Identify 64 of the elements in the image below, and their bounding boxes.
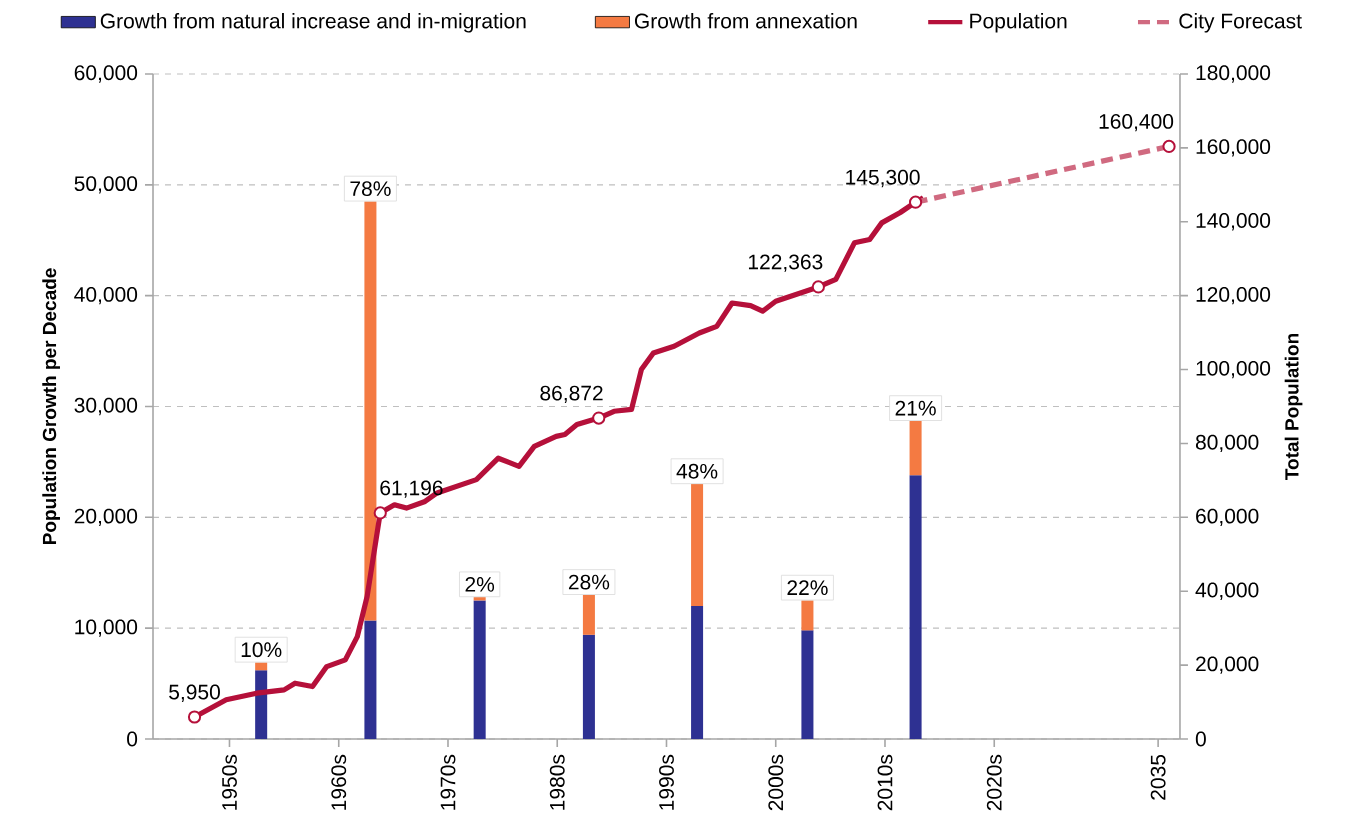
y-tick-label: 50,000	[74, 176, 138, 194]
bar	[582, 594, 595, 635]
x-tick-label: 2010s	[877, 754, 893, 811]
bar	[909, 420, 922, 476]
y2-tick-label: 120,000	[1196, 286, 1271, 305]
y2-tick-label: 160,000	[1196, 139, 1271, 157]
y2-tick-label: 40,000	[1195, 582, 1259, 600]
annotation: 10%	[241, 642, 282, 658]
y2-tick-label: 20,000	[1196, 656, 1259, 674]
y2-tick-label: 100,000	[1196, 360, 1271, 379]
data-label: 122,363	[748, 254, 823, 272]
y-tick-label: 30,000	[74, 397, 138, 416]
point	[811, 280, 825, 294]
data-label: 160,400	[1099, 114, 1174, 132]
y-tick-label: 20,000	[74, 508, 138, 527]
y2-tick-label: 60,000	[1196, 508, 1259, 527]
bar	[364, 620, 377, 739]
data-label: 5,950	[169, 684, 220, 702]
data-label: 61,196	[380, 480, 443, 498]
bar	[691, 605, 704, 739]
annotation: 48%	[676, 463, 718, 479]
bar	[801, 600, 814, 631]
data-label: 145,300	[846, 169, 920, 188]
x-tick-label: 1990s	[659, 754, 674, 810]
bar	[473, 600, 486, 739]
x-tick-label: 2020s	[986, 754, 1002, 811]
y-tick-label: 10,000	[75, 619, 138, 637]
x-tick-label: 1970s	[440, 754, 456, 810]
legend-label: Growth from annexation	[634, 13, 857, 29]
bar	[691, 484, 704, 606]
x-tick-label: 1950s	[222, 754, 237, 810]
y2-tick-label: 80,000	[1195, 434, 1259, 453]
bar	[364, 201, 377, 621]
y2-tick-label: 140,000	[1196, 213, 1271, 231]
legend-label: City Forecast	[1179, 13, 1302, 33]
bar	[582, 634, 595, 739]
bar	[801, 630, 814, 739]
point	[187, 710, 202, 724]
annotation: 22%	[787, 580, 828, 596]
annotation: 21%	[895, 400, 936, 416]
y2-tick-label: 180,000	[1196, 65, 1271, 83]
point	[592, 411, 606, 425]
y-tick-label: 60,000	[74, 65, 138, 83]
legend-label: Population	[970, 13, 1067, 33]
point	[373, 506, 387, 520]
y2-axis-title: Total Population	[1284, 333, 1303, 480]
data-label: 86,872	[540, 385, 603, 403]
x-tick-label: 1980s	[549, 754, 565, 810]
annotation: 78%	[350, 181, 391, 197]
bar	[473, 597, 486, 601]
x-tick-label: 2035	[1150, 754, 1166, 800]
y-axis-title: Population Growth per Decade	[42, 268, 60, 545]
point	[908, 195, 923, 209]
bar	[909, 475, 922, 739]
bar	[255, 670, 268, 739]
y-tick-label: 0	[127, 731, 138, 747]
y2-tick-label: 0	[1195, 731, 1206, 747]
point	[1162, 139, 1176, 153]
x-tick-label: 2000s	[768, 754, 784, 811]
legend-label: Growth from natural increase and in-migration	[100, 13, 526, 33]
annotation: 28%	[568, 574, 610, 590]
annotation: 2%	[465, 576, 495, 592]
x-tick-label: 1960s	[331, 754, 347, 810]
y-tick-label: 40,000	[74, 287, 138, 305]
